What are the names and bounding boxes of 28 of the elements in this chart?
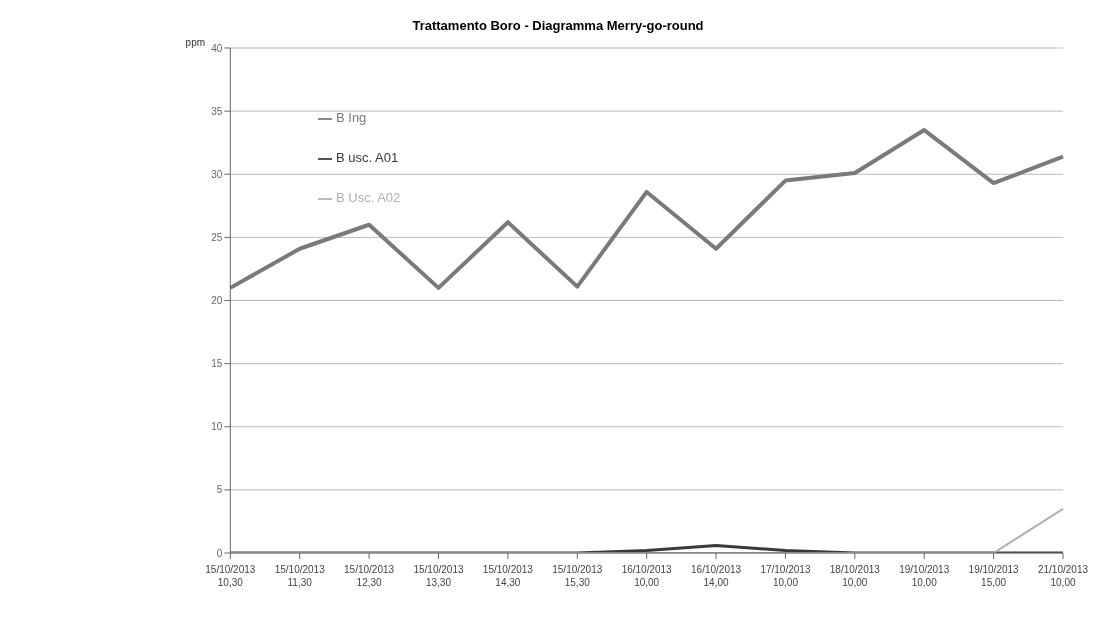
x-tick-label: 17/10/2013 10,00: [760, 564, 811, 588]
y-tick-label: 15: [211, 358, 223, 370]
y-tick-label: 20: [211, 295, 223, 307]
y-tick-label: 10: [211, 421, 223, 433]
legend-label: B usc. A01: [336, 150, 399, 165]
x-tick-label: 15/10/2013 15,30: [552, 564, 603, 588]
line-series: [228, 128, 1065, 290]
legend-label: B Usc. A02: [336, 190, 401, 205]
y-tick-label: 30: [211, 168, 223, 180]
x-tick-label: 21/10/2013 10,00: [1037, 564, 1089, 588]
x-tick-label: 16/10/2013 10,00: [621, 564, 673, 588]
x-tick-label: 19/10/2013 10,00: [899, 564, 950, 588]
x-tick-label: 15/10/2013 11,30: [274, 564, 326, 588]
x-tick-label: 16/10/2013 14,00: [691, 564, 742, 588]
x-tick-label: 15/10/2013 12,30: [344, 564, 395, 588]
y-tick-label: 40: [211, 42, 223, 54]
y-axis-title: ppm: [185, 37, 206, 48]
chart-title: Trattamento Boro - Diagramma Merry-go-round: [411, 18, 705, 33]
y-tick-label: 35: [211, 105, 223, 117]
x-tick-label: 15/10/2013 14,30: [482, 564, 534, 588]
x-tick-label: 19/10/2013 15,00: [968, 564, 1020, 588]
y-tick-label: 5: [216, 484, 223, 496]
y-tick-label: 25: [211, 231, 223, 243]
x-tick-label: 18/10/2013 10,00: [829, 564, 881, 588]
x-tick-label: 15/10/2013 13,30: [413, 564, 464, 588]
x-tick-label: 15/10/2013 10,30: [205, 564, 256, 588]
y-tick-label: 0: [216, 547, 223, 559]
legend-label: B Ing: [336, 110, 367, 125]
